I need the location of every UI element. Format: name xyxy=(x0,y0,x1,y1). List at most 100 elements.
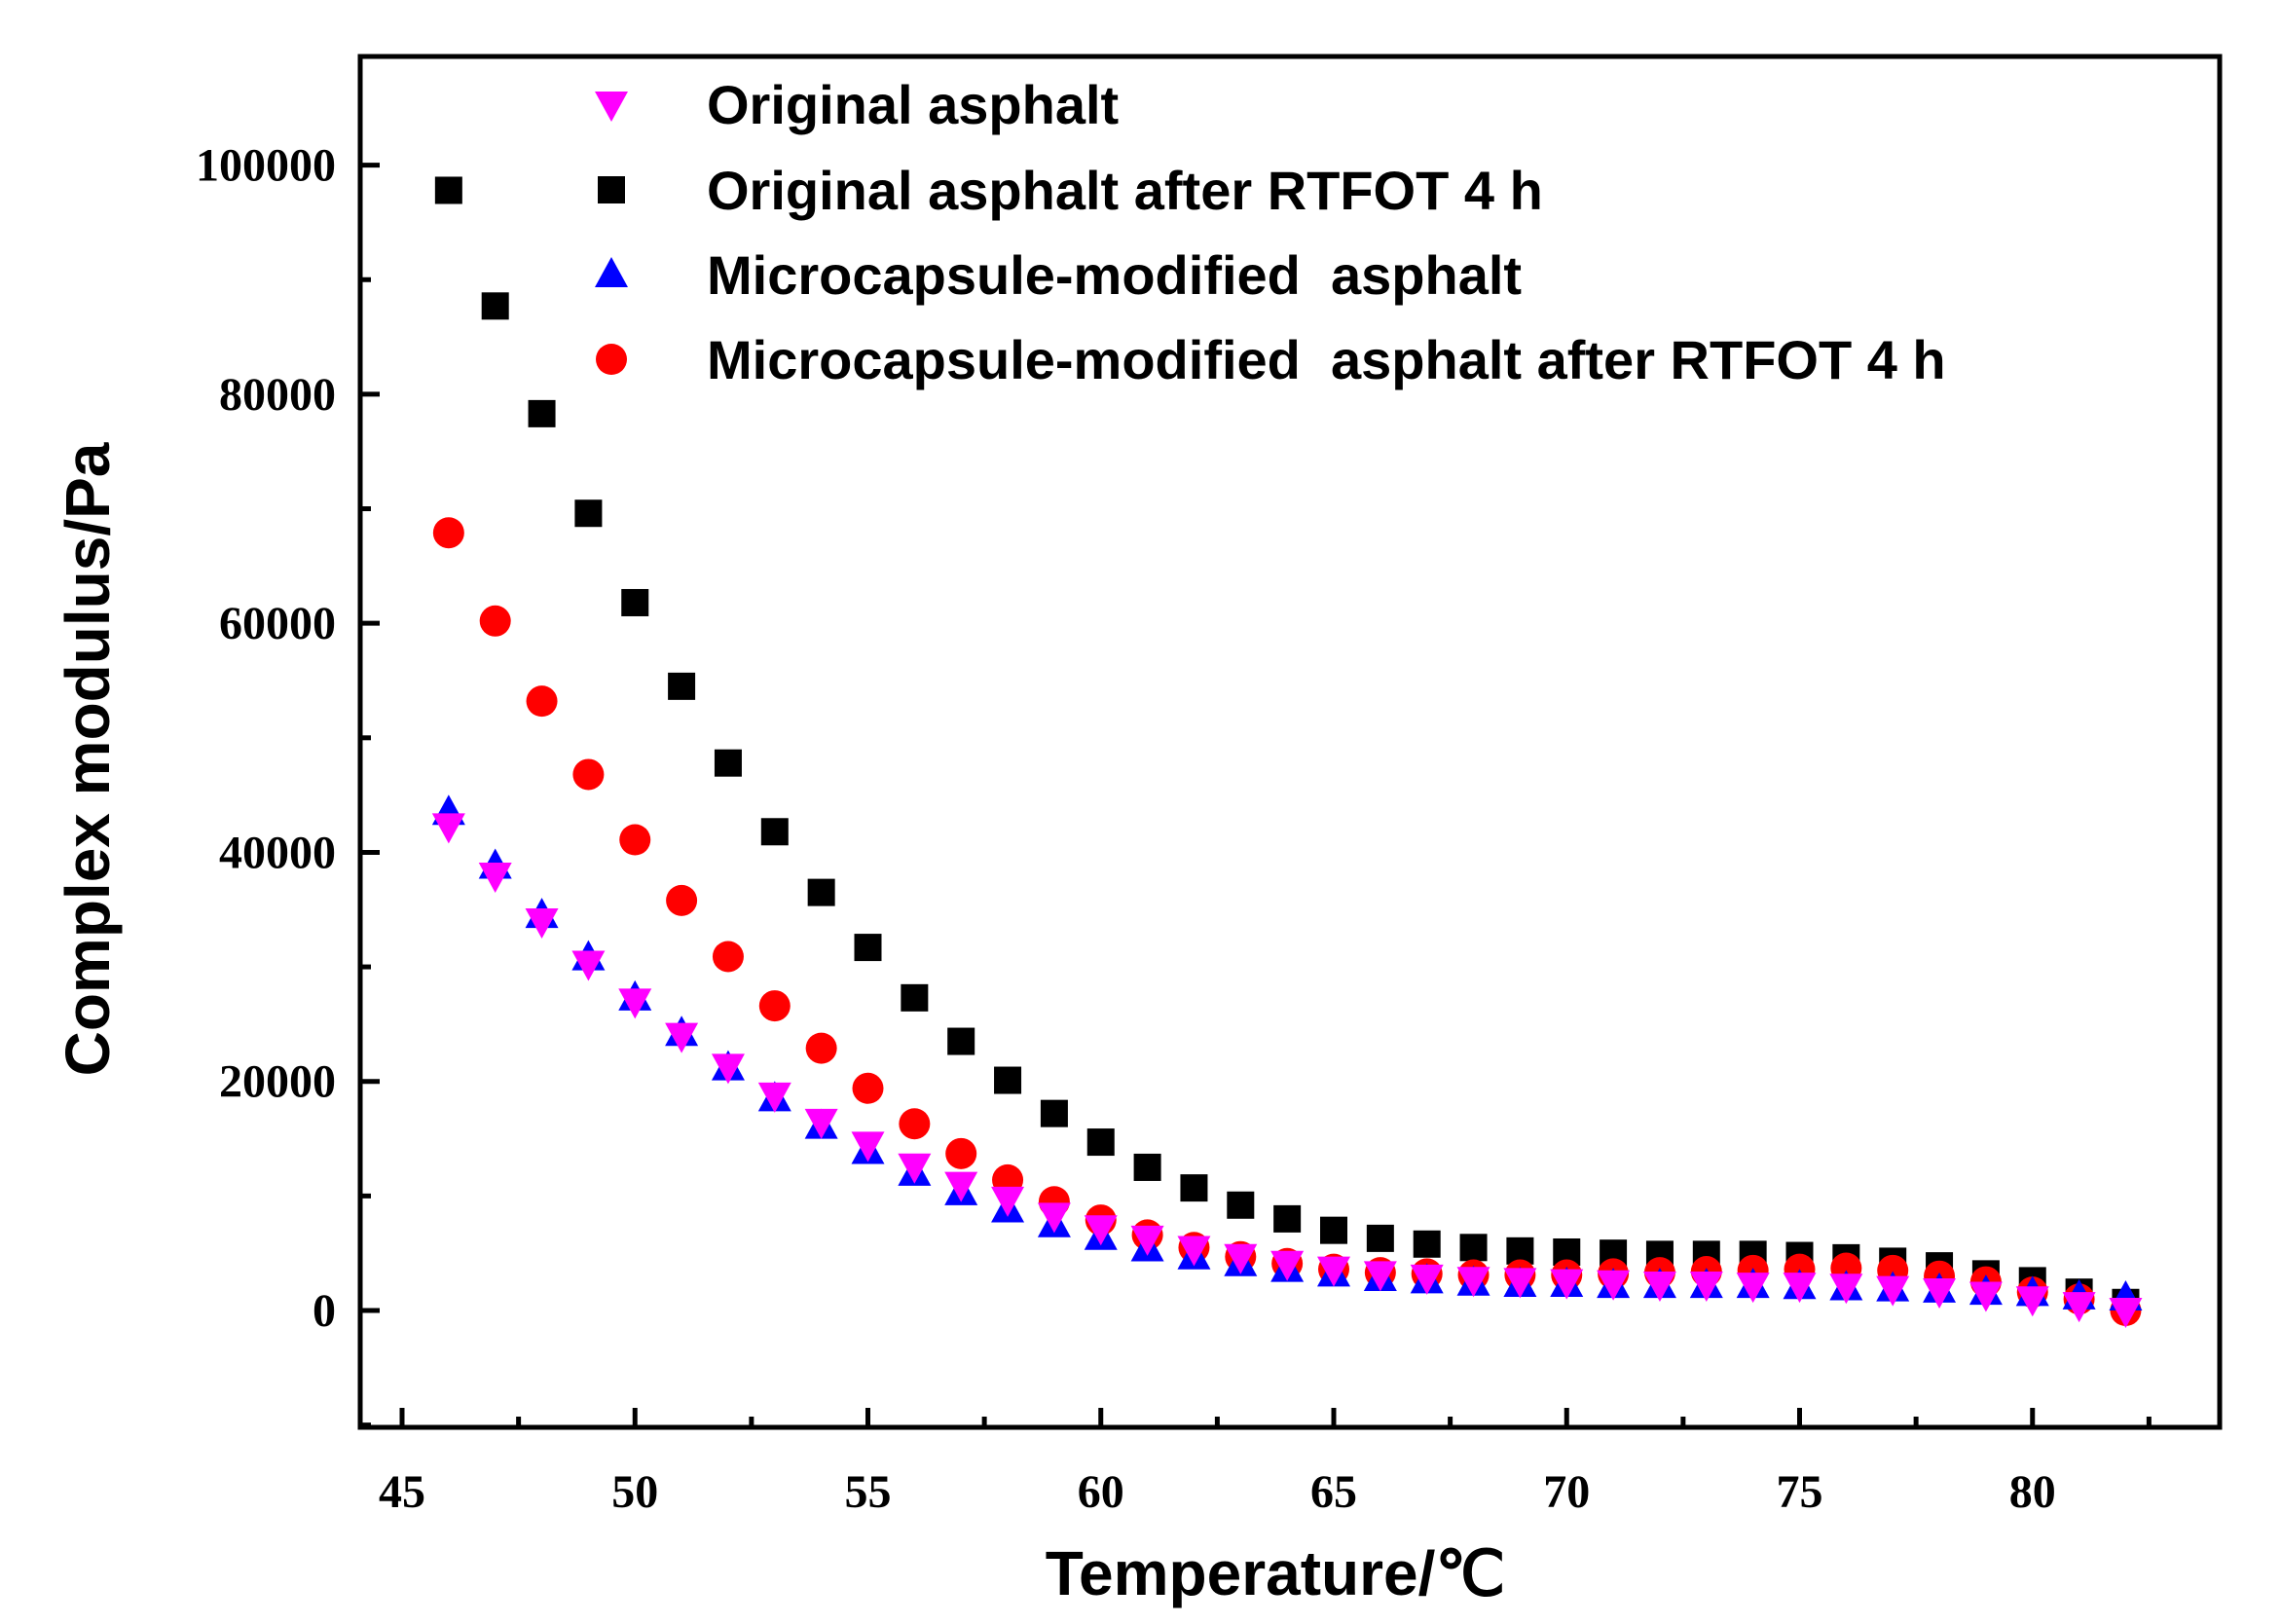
data-point xyxy=(1224,1243,1258,1274)
data-point xyxy=(1086,1128,1115,1157)
data-point xyxy=(432,517,464,549)
legend-marker xyxy=(595,92,628,122)
data-point xyxy=(478,862,512,893)
x-tick-label: 80 xyxy=(2009,1466,2056,1518)
y-tick-label: 40000 xyxy=(219,827,336,878)
y-tick-label: 0 xyxy=(313,1285,336,1337)
data-point xyxy=(1040,1099,1068,1127)
data-point xyxy=(805,1032,837,1064)
data-point xyxy=(1456,1267,1490,1298)
data-point xyxy=(945,1137,977,1169)
x-tick-label: 75 xyxy=(1777,1466,1823,1518)
data-point xyxy=(1177,1236,1211,1267)
data-point xyxy=(1270,1250,1305,1281)
data-point xyxy=(1923,1278,1957,1310)
legend: Original asphalt Original asphalt after R… xyxy=(595,74,1946,390)
data-point xyxy=(431,813,465,844)
data-point xyxy=(804,1108,838,1139)
legend-marker xyxy=(598,176,625,203)
data-point xyxy=(2015,1286,2049,1317)
series-circle xyxy=(432,517,2142,1326)
data-point xyxy=(1133,1153,1161,1181)
data-point xyxy=(619,824,651,856)
data-point xyxy=(1550,1269,1584,1300)
data-point xyxy=(1968,1281,2003,1312)
data-point xyxy=(1413,1230,1441,1258)
data-point xyxy=(854,934,882,962)
data-point xyxy=(572,758,605,791)
data-point xyxy=(1180,1174,1208,1202)
data-point xyxy=(668,672,696,700)
data-point xyxy=(526,685,558,718)
data-point xyxy=(1597,1270,1631,1301)
data-point xyxy=(712,941,744,973)
legend-label: Microcapsule-modified asphalt xyxy=(707,244,1522,306)
data-point xyxy=(899,1108,931,1140)
data-point xyxy=(528,399,556,427)
data-point xyxy=(851,1131,885,1163)
data-point xyxy=(1363,1261,1397,1292)
data-point xyxy=(1084,1215,1118,1246)
data-point xyxy=(1783,1273,1817,1304)
x-tick-label: 50 xyxy=(611,1466,658,1518)
x-tick-label: 70 xyxy=(1543,1466,1590,1518)
legend-marker xyxy=(596,344,627,375)
data-point xyxy=(1130,1225,1164,1256)
data-point xyxy=(665,1022,699,1053)
series-triangle-down xyxy=(431,813,2143,1328)
data-point xyxy=(481,292,509,320)
x-axis-title: Temperature/℃ xyxy=(1046,1538,1506,1608)
data-point xyxy=(760,818,789,846)
x-tick-label: 45 xyxy=(379,1466,425,1518)
data-point xyxy=(898,1153,932,1184)
data-marks xyxy=(431,176,2143,1328)
data-point xyxy=(944,1171,978,1202)
y-tick-label: 80000 xyxy=(219,369,336,421)
data-point xyxy=(525,908,559,940)
data-point xyxy=(1037,1202,1071,1234)
data-point xyxy=(994,1066,1022,1094)
y-tick-label: 100000 xyxy=(196,140,336,192)
data-point xyxy=(1320,1216,1347,1244)
data-point xyxy=(1503,1268,1537,1299)
data-point xyxy=(1410,1264,1444,1295)
data-point xyxy=(852,1072,884,1104)
x-tick-label: 60 xyxy=(1078,1466,1124,1518)
data-point xyxy=(1366,1224,1394,1252)
data-point xyxy=(1273,1204,1302,1233)
data-point xyxy=(991,1186,1025,1217)
data-point xyxy=(711,1053,745,1085)
x-tick-label: 55 xyxy=(845,1466,892,1518)
y-tick-label: 60000 xyxy=(219,598,336,649)
data-point xyxy=(1689,1271,1723,1302)
data-point xyxy=(2109,1298,2143,1328)
data-point xyxy=(947,1027,975,1055)
data-point xyxy=(621,588,649,616)
data-point xyxy=(571,950,606,981)
y-axis-title: Complex modulus/Pa xyxy=(53,442,123,1076)
data-point xyxy=(758,990,791,1022)
data-point xyxy=(1317,1256,1350,1287)
data-point xyxy=(618,988,652,1019)
data-point xyxy=(1736,1273,1770,1304)
x-tick-label: 65 xyxy=(1310,1466,1357,1518)
data-point xyxy=(479,605,511,637)
data-point xyxy=(2062,1292,2096,1323)
legend-marker xyxy=(595,257,628,287)
y-axis-ticks: 0 20000 40000 60000 80000 100000 xyxy=(196,140,380,1428)
data-point xyxy=(1459,1234,1488,1262)
legend-label: Microcapsule-modified asphalt after RTFO… xyxy=(707,329,1946,390)
data-point xyxy=(574,499,603,528)
data-point xyxy=(1227,1191,1255,1219)
data-point xyxy=(807,878,835,906)
legend-label: Original asphalt after RTFOT 4 h xyxy=(707,160,1543,221)
data-point xyxy=(1829,1273,1863,1305)
plot-frame xyxy=(357,54,2223,1430)
y-tick-label: 20000 xyxy=(219,1056,336,1108)
data-point xyxy=(666,884,698,916)
data-point xyxy=(901,983,929,1012)
data-point xyxy=(434,176,462,204)
series-triangle-up xyxy=(431,794,2143,1311)
data-point xyxy=(1876,1275,1910,1307)
